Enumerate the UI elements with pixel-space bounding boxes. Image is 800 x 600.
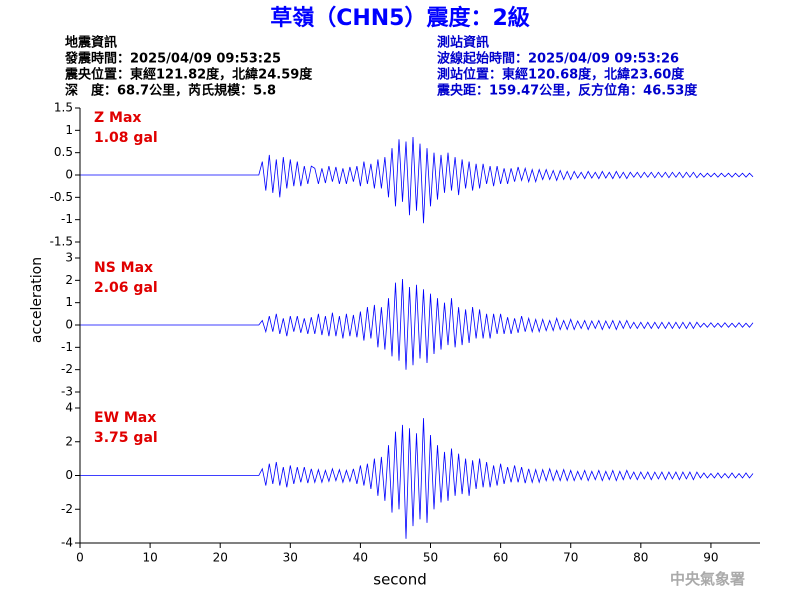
series-label: NS Max	[94, 260, 153, 276]
x-tick-label: 10	[142, 551, 157, 565]
y-tick-label: 3	[65, 251, 73, 265]
x-tick-label: 40	[353, 551, 368, 565]
info-text: 測站位置：東經120.68度，北緯23.60度	[437, 67, 685, 83]
info-text: 地震資訊	[65, 35, 117, 51]
x-tick-label: 60	[493, 551, 508, 565]
waveform	[80, 136, 754, 224]
x-axis-label: second	[373, 571, 427, 589]
x-tick-label: 90	[703, 551, 718, 565]
waveform	[80, 278, 754, 370]
x-tick-label: 80	[633, 551, 648, 565]
y-tick-label: 1	[65, 295, 73, 309]
y-axis-label: acceleration	[29, 257, 45, 343]
y-tick-label: -1	[61, 212, 73, 226]
info-text: 測站資訊	[437, 35, 489, 51]
x-tick-label: 50	[423, 551, 438, 565]
waveform	[80, 418, 754, 539]
info-text: 深 度：68.7公里，芮氏規模：5.8	[65, 83, 276, 99]
y-tick-label: 0.5	[54, 145, 73, 159]
y-tick-label: -4	[61, 536, 73, 550]
y-tick-label: 0	[65, 318, 73, 332]
x-tick-label: 30	[283, 551, 298, 565]
y-tick-label: 1.5	[54, 101, 73, 115]
x-tick-label: 70	[563, 551, 578, 565]
y-tick-label: -1.5	[50, 235, 73, 249]
series-max: 1.08 gal	[94, 130, 158, 146]
y-tick-label: 0	[65, 468, 73, 482]
info-text: 震央距：159.47公里，反方位角：46.53度	[436, 83, 698, 99]
y-tick-label: 2	[65, 273, 73, 287]
x-tick-label: 0	[76, 551, 84, 565]
series-label: EW Max	[94, 410, 156, 426]
y-tick-label: 2	[65, 434, 73, 448]
y-tick-label: 1	[65, 123, 73, 137]
series-max: 2.06 gal	[94, 280, 158, 296]
y-tick-label: -2	[61, 362, 73, 376]
series-label: Z Max	[94, 110, 141, 126]
info-text: 發震時間：2025/04/09 09:53:25	[64, 51, 281, 67]
chart-title: 草嶺（CHN5）震度：2級	[270, 5, 530, 31]
info-text: 震央位置：東經121.82度，北緯24.59度	[64, 67, 313, 83]
y-tick-label: -1	[61, 340, 73, 354]
y-tick-label: 4	[65, 401, 73, 415]
y-tick-label: -3	[61, 385, 73, 399]
info-text: 波線起始時間：2025/04/09 09:53:26	[437, 51, 679, 67]
x-tick-label: 20	[213, 551, 228, 565]
y-tick-label: -0.5	[50, 190, 73, 204]
y-tick-label: -2	[61, 502, 73, 516]
y-tick-label: 0	[65, 168, 73, 182]
watermark: 中央氣象署	[670, 570, 745, 588]
series-max: 3.75 gal	[94, 430, 158, 446]
